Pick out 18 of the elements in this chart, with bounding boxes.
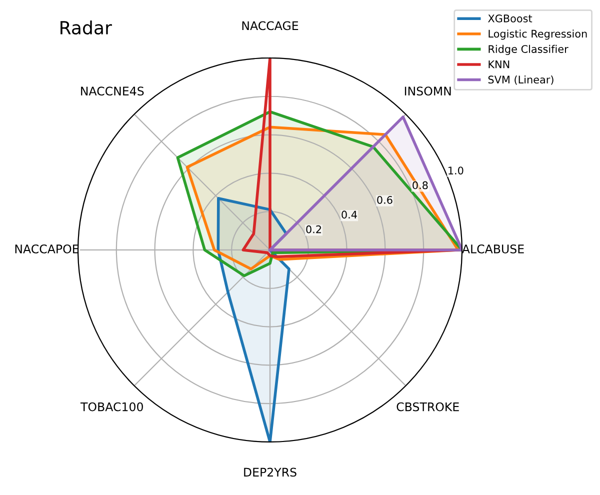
y-tick-label: 1.0 <box>448 166 464 174</box>
spoke-label: NACCAGE <box>242 21 298 30</box>
spoke-label: CBSTROKE <box>396 402 459 412</box>
y-tick-label: 0.2 <box>306 225 321 234</box>
legend-label: Logistic Regression <box>488 30 587 40</box>
y-tick-label: 0.8 <box>412 181 428 190</box>
legend-label: KNN <box>488 60 510 68</box>
spoke-label: TOBAC100 <box>80 402 143 412</box>
legend-label: SVM (Linear) <box>488 75 554 85</box>
spoke-label: DEP2YRS <box>244 468 296 477</box>
y-tick-label: 0.6 <box>377 196 392 204</box>
legend-label: XGBoost <box>488 14 532 22</box>
y-tick-label: 0.4 <box>342 210 357 219</box>
spoke-label: NACCNE4S <box>81 86 144 96</box>
legend-label: Ridge Classifier <box>488 44 568 55</box>
chart-title: Radar <box>60 20 112 35</box>
spoke-label: INSOMN <box>404 86 451 96</box>
spoke-label: ALCABUSE <box>462 244 524 254</box>
